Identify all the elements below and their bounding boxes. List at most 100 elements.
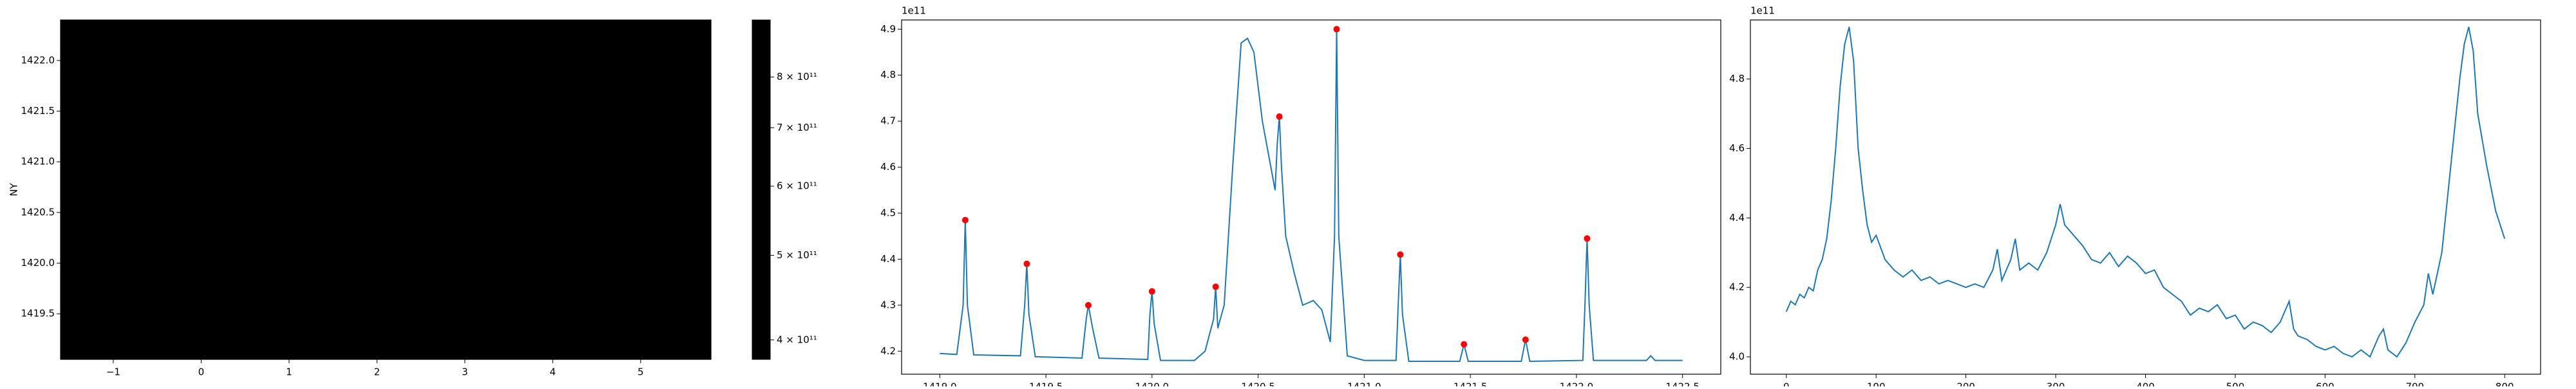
heat-cell [587, 252, 624, 289]
heat-cell [553, 323, 589, 359]
heat-cell [307, 252, 343, 289]
peak-marker [1023, 260, 1030, 267]
heat-cell [236, 141, 272, 173]
heat-cell [307, 288, 343, 325]
plot-area [1785, 26, 2506, 358]
heat-cell [341, 192, 377, 213]
peak-marker [1148, 288, 1155, 295]
heat-cell [693, 252, 711, 289]
heat-cell [482, 20, 518, 61]
heat-cell [447, 60, 483, 102]
y-tick-label: 4.6 [1729, 142, 1745, 154]
heat-cell [693, 288, 711, 325]
y-tick-label: 4.2 [880, 345, 896, 357]
peak-marker [1333, 26, 1340, 33]
heat-cell [412, 100, 448, 142]
heat-cell [377, 232, 413, 254]
heat-cell [693, 100, 711, 142]
heat-cell [553, 171, 589, 193]
heat-cell [166, 100, 202, 142]
heat-cell [587, 212, 624, 233]
heat-cell [587, 141, 624, 173]
plot-area [61, 20, 711, 359]
heat-cell [412, 252, 448, 289]
heat-cell [587, 192, 624, 213]
heat-cell [341, 171, 377, 193]
heat-cell [166, 141, 202, 173]
x-tick-label: 1422.5 [1665, 381, 1700, 387]
y-axis-label: NY [8, 182, 20, 196]
heat-cell [482, 232, 518, 254]
y-tick-label: 1419.5 [21, 308, 55, 319]
heat-cell [131, 20, 167, 61]
heat-cell [693, 20, 711, 61]
y-tick-label: 1420.5 [21, 206, 55, 218]
heat-cell [236, 60, 272, 102]
x-tick-label: 600 [2316, 381, 2334, 387]
heat-cell [341, 252, 377, 289]
heat-cell [482, 323, 518, 359]
heat-cell [131, 323, 167, 359]
heat-cell [553, 212, 589, 233]
heat-cell [377, 100, 413, 142]
y-tick-label: 4.4 [1729, 212, 1745, 223]
heat-cell [658, 323, 694, 359]
heat-cell [553, 60, 589, 102]
heat-cell [61, 232, 97, 254]
heat-cell [623, 100, 659, 142]
heat-cell [587, 232, 624, 254]
heat-cell [412, 288, 448, 325]
heat-cell [553, 288, 589, 325]
y-tick-label: 4.4 [880, 253, 896, 265]
y-tick-label: 4.9 [880, 23, 896, 35]
y-tick-label: 4.2 [1729, 281, 1745, 293]
heat-cell [131, 192, 167, 213]
y-tick-label: 4.8 [880, 69, 896, 81]
heat-cell [131, 252, 167, 289]
heat-cell [693, 192, 711, 213]
heat-cell [447, 232, 483, 254]
heat-cell [447, 20, 483, 61]
heat-cell [553, 141, 589, 173]
heat-cell [517, 232, 553, 254]
heat-cell [271, 323, 307, 359]
heat-cell [341, 288, 377, 325]
peak-marker [1397, 251, 1404, 258]
heat-cell [166, 323, 202, 359]
heat-cell [377, 20, 413, 61]
heat-cell [61, 323, 97, 359]
heat-cell [623, 192, 659, 213]
heat-cell [95, 232, 131, 254]
colorbar-tick-label: 4 × 10¹¹ [777, 334, 817, 345]
x-tick-label: 5 [638, 366, 644, 378]
heat-cell [201, 100, 237, 142]
heat-cell [271, 100, 307, 142]
heat-cell [271, 192, 307, 213]
heat-cell [271, 288, 307, 325]
heat-cell [587, 323, 624, 359]
heat-cell [341, 20, 377, 61]
heat-cell [623, 232, 659, 254]
x-tick-label: 500 [2226, 381, 2245, 387]
x-tick-label: 3 [462, 366, 468, 378]
heat-cell [482, 171, 518, 193]
heat-cell [553, 20, 589, 61]
heat-cell [658, 192, 694, 213]
heat-cell [307, 20, 343, 61]
heat-cell [236, 288, 272, 325]
colorbar-tick-label: 6 × 10¹¹ [777, 180, 817, 192]
y-tick-label: 1420.0 [21, 257, 55, 269]
heat-cell [236, 171, 272, 193]
axes-frame [901, 19, 1721, 375]
heat-cell [201, 60, 237, 102]
heat-cell [61, 100, 97, 142]
heat-cell [623, 212, 659, 233]
heat-cell [131, 232, 167, 254]
heat-cell [412, 232, 448, 254]
x-tick-label: 1422.0 [1560, 381, 1594, 387]
heat-cell [307, 60, 343, 102]
heat-cell [412, 212, 448, 233]
heat-cell [61, 60, 97, 102]
heat-cell [95, 288, 131, 325]
heat-cell [658, 60, 694, 102]
